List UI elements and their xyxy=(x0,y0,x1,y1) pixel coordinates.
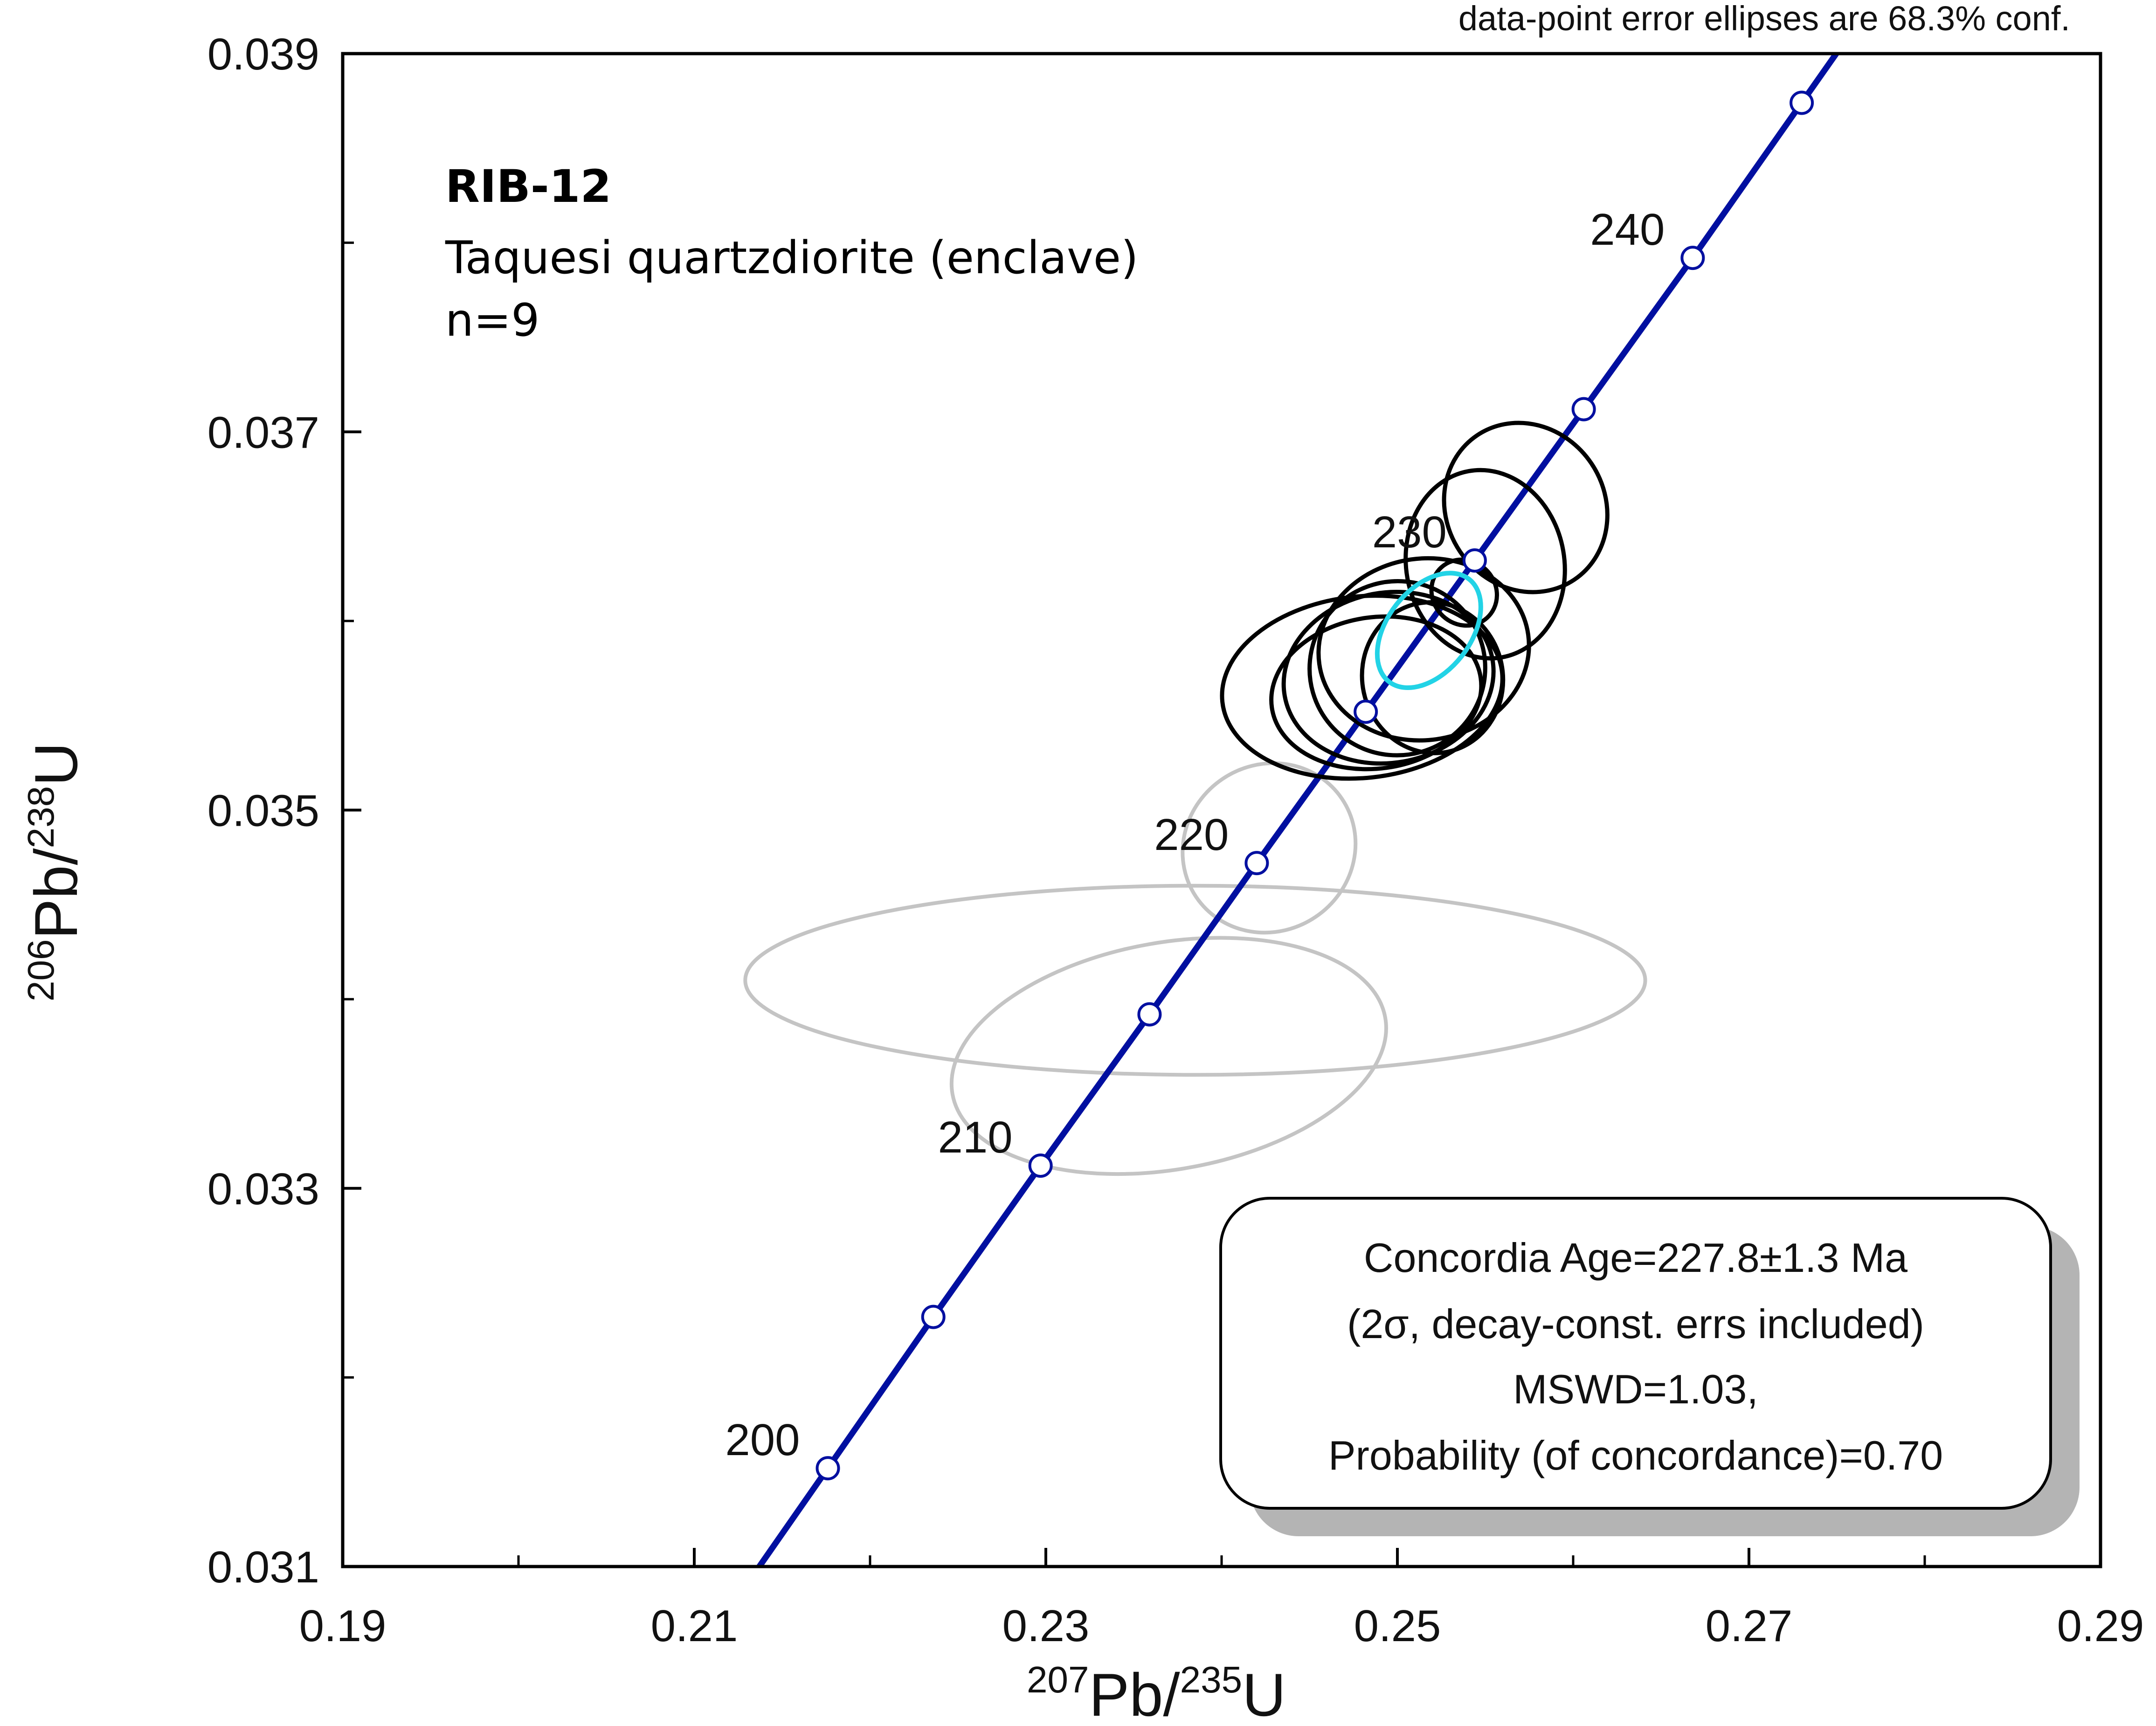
concordia-age-label: 240 xyxy=(1590,205,1665,255)
age-labels: 200 210 220 230 240 xyxy=(725,205,1665,1465)
rejected-error-ellipse xyxy=(949,936,1388,1176)
concordia-age-label: 210 xyxy=(938,1112,1013,1162)
y-tick-label: 0.037 xyxy=(207,407,319,457)
rejected-error-ellipse xyxy=(1181,761,1358,935)
x-tick-label: 0.19 xyxy=(299,1601,387,1651)
concordia-age-marker xyxy=(921,1305,946,1329)
result-box: Concordia Age=227.8±1.3 Ma (2σ, decay-co… xyxy=(1219,1197,2080,1536)
concordia-age-marker xyxy=(1571,397,1596,421)
concordia-age-label: 220 xyxy=(1154,810,1229,860)
concordia-age-text: Concordia Age=227.8±1.3 Ma xyxy=(1364,1235,1907,1281)
error-ellipse xyxy=(1442,421,1610,594)
error-ellipse xyxy=(1429,557,1499,628)
concordia-age-marker xyxy=(815,1456,840,1481)
concordia-age-ellipse xyxy=(1375,571,1483,690)
x-tick-label: 0.25 xyxy=(1354,1601,1441,1651)
x-label-base2: U xyxy=(1242,1661,1286,1726)
error-ellipse xyxy=(1316,556,1531,743)
age-markers xyxy=(815,90,1814,1481)
sample-name: RIB-12 xyxy=(445,160,611,213)
result-box-frame xyxy=(1219,1197,2052,1510)
concordia-age-marker xyxy=(1137,1002,1162,1027)
y-label-sup1: 206 xyxy=(20,939,62,1001)
ellipse-confidence-note: data-point error ellipses are 68.3% conf… xyxy=(1458,0,2070,38)
sample-description: Taquesi quartzdiorite (enclave) xyxy=(445,232,1138,284)
concordia-age-ellipse-shape xyxy=(1375,571,1483,690)
tick-labels: 0.19 0.21 0.23 0.25 0.27 0.29 0.031 0.033 0.035 0… xyxy=(207,29,2144,1651)
concordia-age-marker xyxy=(1680,246,1705,270)
plot-frame xyxy=(341,52,2102,1568)
error-ellipse xyxy=(1281,590,1496,766)
x-tick-label: 0.27 xyxy=(1706,1601,1793,1651)
concordia-age-label: 200 xyxy=(725,1415,800,1465)
probability-text: Probability (of concordance)=0.70 xyxy=(1328,1432,1943,1478)
x-label-sup1: 207 xyxy=(1027,1659,1089,1700)
error-ellipse xyxy=(1269,614,1484,772)
concordia-curve xyxy=(755,54,1840,1567)
error-ellipse xyxy=(1360,600,1506,755)
mswd-text: MSWD=1.03, xyxy=(1513,1366,1758,1412)
x-tick-label: 0.23 xyxy=(1002,1601,1090,1651)
concordia-age-marker xyxy=(1462,548,1487,573)
x-axis-label: 207Pb/235U xyxy=(1027,1659,1286,1726)
accepted-ellipses xyxy=(1220,421,1610,781)
y-label-base1: Pb/ xyxy=(22,848,90,939)
x-tick-label: 0.29 xyxy=(2057,1601,2144,1651)
concordia-age-marker xyxy=(1244,851,1269,876)
concordia-age-marker xyxy=(1790,90,1814,115)
rejected-error-ellipse xyxy=(743,884,1647,1077)
x-label-sup2: 235 xyxy=(1180,1659,1242,1700)
plot-area xyxy=(743,54,1840,1567)
sample-count: n=9 xyxy=(445,294,539,346)
y-label-base2: U xyxy=(22,742,90,786)
concordia-age-marker xyxy=(1354,699,1378,724)
rejected-ellipses xyxy=(743,761,1647,1176)
y-tick-label: 0.031 xyxy=(207,1542,319,1592)
y-label-sup2: 238 xyxy=(20,786,62,848)
y-tick-label: 0.033 xyxy=(207,1164,319,1214)
decay-constant-text: (2σ, decay-const. errs included) xyxy=(1347,1301,1924,1347)
concordia-age-marker xyxy=(1028,1153,1053,1178)
x-label-base1: Pb/ xyxy=(1089,1661,1180,1726)
concordia-age-label: 230 xyxy=(1372,507,1447,557)
y-tick-label: 0.039 xyxy=(207,29,319,79)
y-axis-label: 206Pb/238U xyxy=(20,742,90,1001)
x-tick-label: 0.21 xyxy=(651,1601,738,1651)
y-tick-label: 0.035 xyxy=(207,786,319,836)
